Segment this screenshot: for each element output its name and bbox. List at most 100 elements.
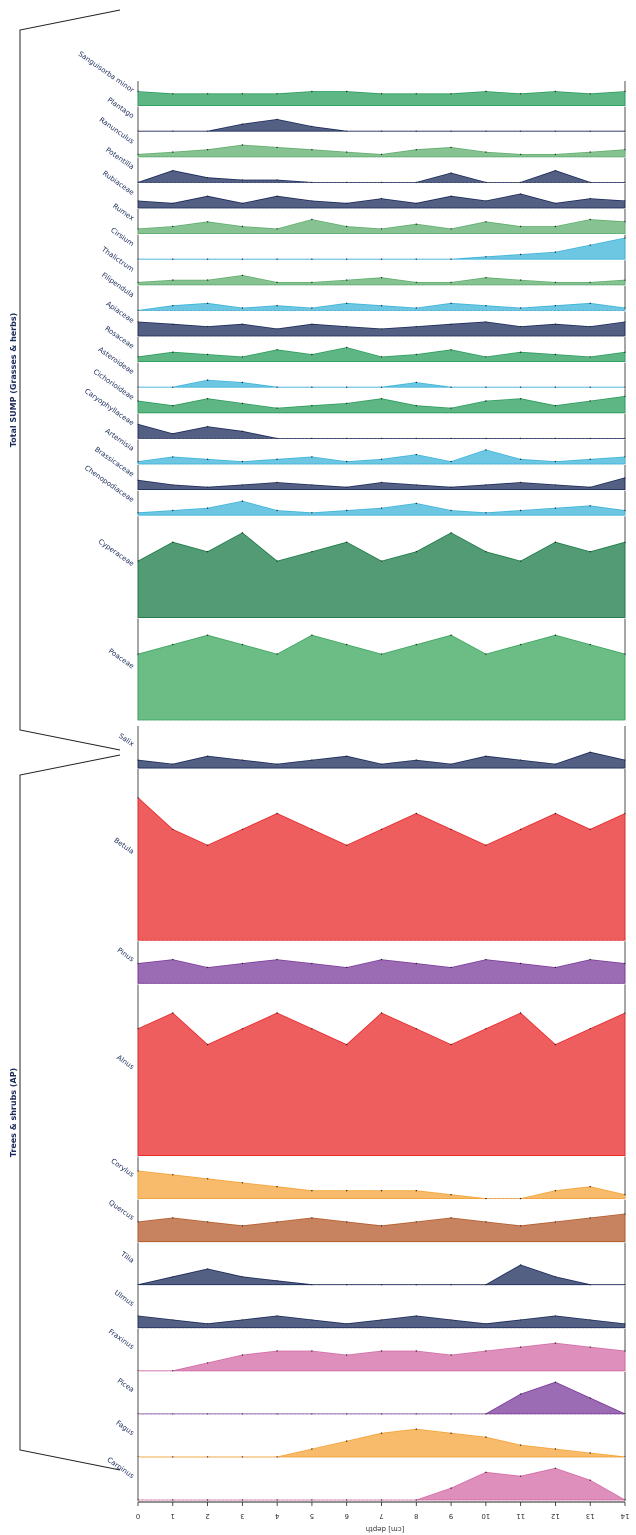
data-point: [415, 405, 417, 407]
data-point: [206, 634, 209, 636]
data-point: [137, 258, 139, 260]
data-point: [346, 643, 348, 646]
data-point: [554, 153, 557, 156]
data-point: [311, 149, 313, 151]
tree-track: [137, 726, 626, 769]
data-point: [624, 221, 626, 223]
series-area: [137, 347, 626, 363]
data-point: [311, 405, 313, 407]
data-point: [206, 507, 209, 509]
series-area: [137, 1315, 626, 1329]
tree-track: [137, 1199, 626, 1243]
data-point: [589, 130, 591, 132]
data-point: [485, 1436, 487, 1438]
data-point: [137, 1499, 139, 1501]
data-point: [380, 507, 383, 509]
taxon-label: Apiaceae: [104, 300, 135, 325]
data-point: [346, 279, 348, 281]
data-point: [380, 328, 383, 330]
data-point: [554, 1221, 557, 1223]
data-point: [241, 144, 244, 146]
data-point: [241, 828, 244, 831]
data-point: [519, 560, 522, 562]
herb-track: [137, 516, 626, 618]
data-point: [172, 1499, 174, 1501]
taxon-label: Corylus: [109, 1157, 135, 1179]
data-point: [589, 181, 591, 184]
data-point: [311, 962, 313, 965]
data-point: [206, 325, 209, 328]
data-point: [624, 1413, 626, 1415]
data-point: [589, 386, 591, 388]
data-point: [485, 400, 487, 402]
data-point: [241, 323, 244, 325]
data-point: [276, 481, 278, 484]
data-point: [241, 484, 244, 486]
tree-track: [137, 1242, 626, 1286]
data-point: [485, 512, 487, 514]
data-point: [172, 1319, 174, 1321]
data-point: [624, 181, 626, 184]
data-point: [380, 258, 383, 260]
data-point: [241, 1354, 244, 1356]
data-point: [415, 437, 417, 440]
depth-tick-label: 3: [240, 1512, 244, 1520]
data-point: [276, 146, 278, 149]
series-area: [138, 1467, 627, 1501]
tree-track: [137, 1156, 626, 1200]
data-point: [346, 541, 348, 543]
taxon-label: Plantago: [106, 96, 136, 120]
data-point: [137, 153, 139, 156]
data-point: [624, 279, 626, 281]
data-point: [172, 1276, 174, 1278]
data-point: [206, 1499, 209, 1501]
data-point: [450, 195, 452, 197]
herb-track: [137, 183, 626, 209]
data-point: [241, 1319, 244, 1321]
data-point: [241, 274, 244, 277]
data-point: [415, 1428, 417, 1430]
data-point: [380, 828, 383, 831]
data-point: [311, 353, 313, 356]
data-point: [311, 218, 313, 221]
series-area: [137, 219, 626, 235]
data-point: [554, 1381, 557, 1383]
data-point: [589, 1479, 591, 1481]
data-point: [450, 1354, 452, 1356]
data-point: [241, 202, 244, 204]
data-point: [172, 643, 174, 646]
tree-track: [137, 1371, 626, 1415]
data-point: [589, 151, 591, 153]
data-point: [519, 193, 522, 195]
herb-track: [137, 157, 626, 184]
data-point: [380, 1284, 383, 1286]
series-area: [137, 1342, 626, 1372]
data-point: [172, 456, 174, 458]
data-point: [137, 759, 139, 761]
data-point: [519, 1444, 522, 1446]
data-point: [241, 1028, 244, 1030]
herb-track: [137, 388, 626, 414]
herb-track: [137, 311, 626, 337]
series-area: [137, 477, 626, 491]
herb-track: [137, 618, 626, 721]
data-point: [241, 1456, 244, 1458]
data-point: [172, 763, 174, 765]
data-point: [519, 225, 522, 228]
depth-tick-label: 9: [449, 1512, 453, 1520]
data-point: [624, 351, 626, 353]
data-point: [380, 386, 383, 388]
data-point: [519, 759, 522, 761]
data-point: [589, 551, 591, 553]
data-point: [415, 962, 417, 965]
data-point: [450, 1217, 452, 1219]
data-point: [519, 1264, 522, 1266]
data-point: [206, 1043, 209, 1046]
data-point: [485, 484, 487, 486]
data-point: [346, 346, 348, 349]
data-point: [415, 130, 417, 132]
data-point: [450, 1487, 452, 1489]
herb-track: [137, 413, 626, 440]
data-point: [554, 202, 557, 204]
data-point: [589, 1452, 591, 1454]
